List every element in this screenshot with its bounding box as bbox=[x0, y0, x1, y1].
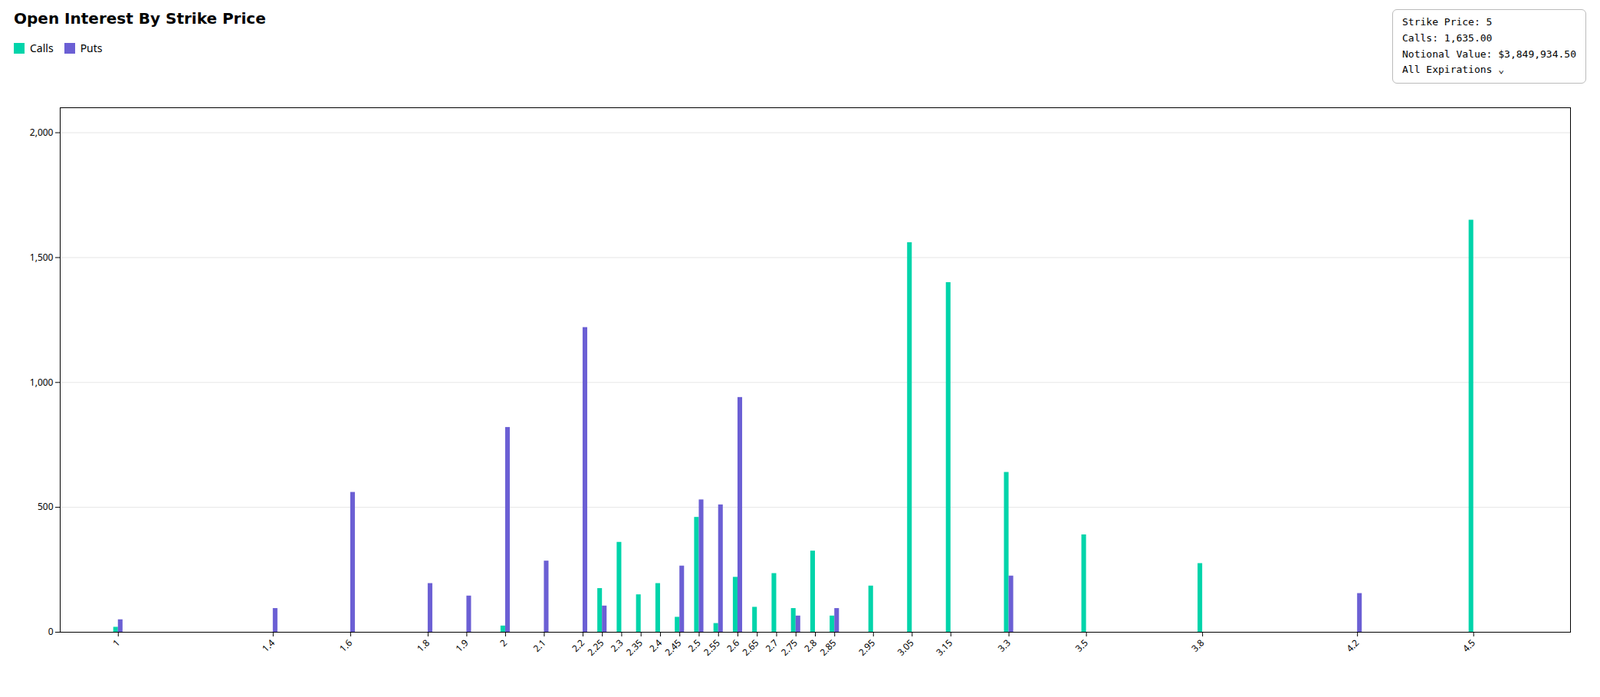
svg-text:1.9: 1.9 bbox=[452, 636, 471, 655]
svg-text:3.8: 3.8 bbox=[1188, 636, 1207, 655]
svg-text:1.4: 1.4 bbox=[259, 636, 278, 655]
html-text:Calls: 1,635.00: Calls: 1,635.00 bbox=[1402, 32, 1493, 44]
svg-text:2.3: 2.3 bbox=[607, 636, 626, 655]
svg-text:2.7: 2.7 bbox=[762, 636, 782, 655]
svg-text:2.1: 2.1 bbox=[529, 636, 549, 655]
svg-text:2.65: 2.65 bbox=[739, 636, 762, 659]
svg-text:4.5: 4.5 bbox=[1459, 636, 1479, 655]
svg-text:2: 2 bbox=[496, 636, 510, 650]
svg-text:0: 0 bbox=[48, 624, 54, 638]
svg-text:3.5: 3.5 bbox=[1072, 636, 1091, 655]
svg-text:1: 1 bbox=[109, 636, 123, 650]
svg-text:2.2: 2.2 bbox=[568, 636, 588, 655]
html-text:Notional Value: $3,849,934.50: Notional Value: $3,849,934.50 bbox=[1402, 47, 1577, 60]
svg-text:1.8: 1.8 bbox=[413, 636, 433, 655]
svg-text:1,000: 1,000 bbox=[29, 375, 54, 389]
svg-text:500: 500 bbox=[37, 499, 54, 513]
svg-text:1,500: 1,500 bbox=[29, 250, 54, 264]
html-text:Open Interest By Strike Price: Open Interest By Strike Price bbox=[13, 9, 266, 28]
html-text:Puts: Puts bbox=[80, 40, 103, 56]
svg-text:2.6: 2.6 bbox=[723, 636, 743, 655]
svg-text:3.15: 3.15 bbox=[933, 636, 956, 659]
svg-text:2.25: 2.25 bbox=[584, 636, 607, 659]
svg-text:1.6: 1.6 bbox=[336, 636, 355, 655]
html-text:All Expirations ⌄: All Expirations ⌄ bbox=[1402, 63, 1505, 76]
svg-text:2.85: 2.85 bbox=[816, 636, 839, 659]
svg-text:3.05: 3.05 bbox=[893, 636, 917, 659]
svg-text:2.5: 2.5 bbox=[684, 636, 704, 655]
svg-text:2.55: 2.55 bbox=[700, 636, 723, 659]
svg-text:3.3: 3.3 bbox=[995, 636, 1014, 655]
svg-text:2.4: 2.4 bbox=[646, 636, 665, 655]
html-text:Strike Price: 5: Strike Price: 5 bbox=[1402, 16, 1493, 28]
svg-text:2.35: 2.35 bbox=[623, 636, 646, 659]
svg-text:4.2: 4.2 bbox=[1343, 636, 1362, 655]
svg-text:2,000: 2,000 bbox=[29, 125, 54, 139]
svg-text:2.75: 2.75 bbox=[778, 636, 801, 659]
svg-text:2.8: 2.8 bbox=[801, 636, 820, 655]
svg-text:2.45: 2.45 bbox=[661, 636, 684, 659]
svg-text:2.95: 2.95 bbox=[855, 636, 878, 659]
html-text:Calls: Calls bbox=[29, 40, 54, 56]
